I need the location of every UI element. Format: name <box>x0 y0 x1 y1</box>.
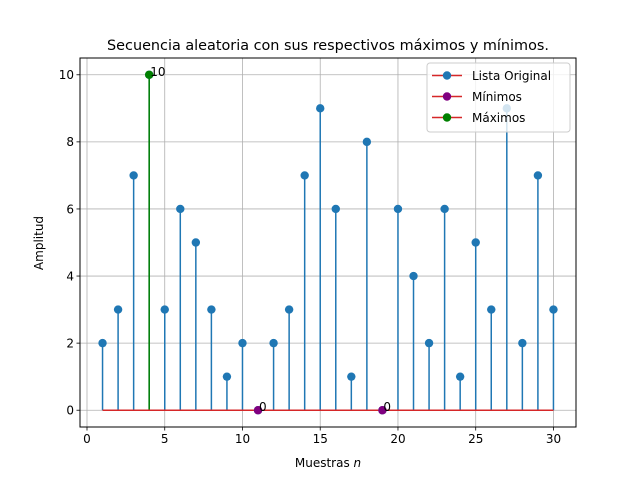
marker-original <box>393 204 403 214</box>
y-axis-label: Amplitud <box>32 216 46 270</box>
x-tick-label: 20 <box>390 432 405 446</box>
marker-minimos <box>253 406 263 415</box>
marker-original <box>284 305 294 314</box>
marker-original <box>176 204 185 214</box>
marker-original <box>238 338 247 348</box>
marker-original <box>316 104 325 113</box>
x-tick-label: 0 <box>83 432 91 446</box>
legend-marker <box>442 92 452 101</box>
marker-original <box>440 204 449 214</box>
value-annotations: 0 0 10 <box>150 65 391 414</box>
marker-maximos <box>144 70 154 79</box>
marker-original <box>160 305 169 314</box>
x-axis-label: Muestras n <box>295 456 361 470</box>
marker-original <box>98 338 107 348</box>
marker-original <box>222 372 232 381</box>
y-tick-label: 8 <box>66 135 74 149</box>
x-tick-label: 15 <box>313 432 328 446</box>
x-tick-label: 10 <box>235 432 250 446</box>
legend-box <box>426 62 571 133</box>
annotation-minimos: 0 <box>383 400 391 414</box>
x-axis-label-var: n <box>354 456 362 470</box>
y-tick-label: 10 <box>59 68 74 82</box>
marker-original <box>362 137 372 147</box>
legend-label: Mínimos <box>472 90 522 104</box>
marker-original <box>191 238 201 247</box>
marker-original <box>455 372 465 381</box>
y-tick-label: 2 <box>66 336 74 350</box>
marker-original <box>113 305 123 314</box>
annotation-maximos: 10 <box>150 65 165 79</box>
marker-original <box>331 204 340 214</box>
chart-title: Secuencia aleatoria con sus respectivos … <box>107 38 549 54</box>
x-tick-label: 25 <box>468 432 483 446</box>
annotation-minimos: 0 <box>259 400 267 414</box>
y-tick-label: 4 <box>66 269 74 283</box>
marker-original <box>549 305 558 314</box>
marker-original <box>424 338 434 348</box>
stem-lines <box>101 74 555 411</box>
marker-original <box>409 271 418 281</box>
y-tick-label: 6 <box>66 202 74 216</box>
y-tick-label: 0 <box>66 404 74 418</box>
marker-original <box>347 372 356 381</box>
marker-original <box>269 338 278 348</box>
x-tick-label: 5 <box>161 432 169 446</box>
marker-original <box>471 238 480 247</box>
legend-label: Lista Original <box>472 69 551 83</box>
marker-original <box>129 171 138 180</box>
legend-label: Máximos <box>472 111 525 125</box>
x-axis-ticks: 0 5 10 15 20 25 30 <box>83 427 561 446</box>
x-axis-label-text: Muestras <box>295 456 350 470</box>
marker-original <box>518 338 527 348</box>
legend: Lista Original Mínimos Máximos <box>426 62 571 133</box>
marker-minimos <box>378 406 387 415</box>
legend-marker <box>442 71 452 80</box>
x-tick-label: 30 <box>546 432 561 446</box>
marker-original <box>487 305 496 314</box>
plot-frame <box>79 57 577 428</box>
marker-original <box>300 171 309 180</box>
marker-original <box>207 305 216 314</box>
legend-marker <box>442 113 452 122</box>
marker-original <box>533 171 543 180</box>
stem-markers <box>98 70 558 415</box>
y-axis-ticks: 0 2 4 6 8 10 <box>59 68 80 418</box>
